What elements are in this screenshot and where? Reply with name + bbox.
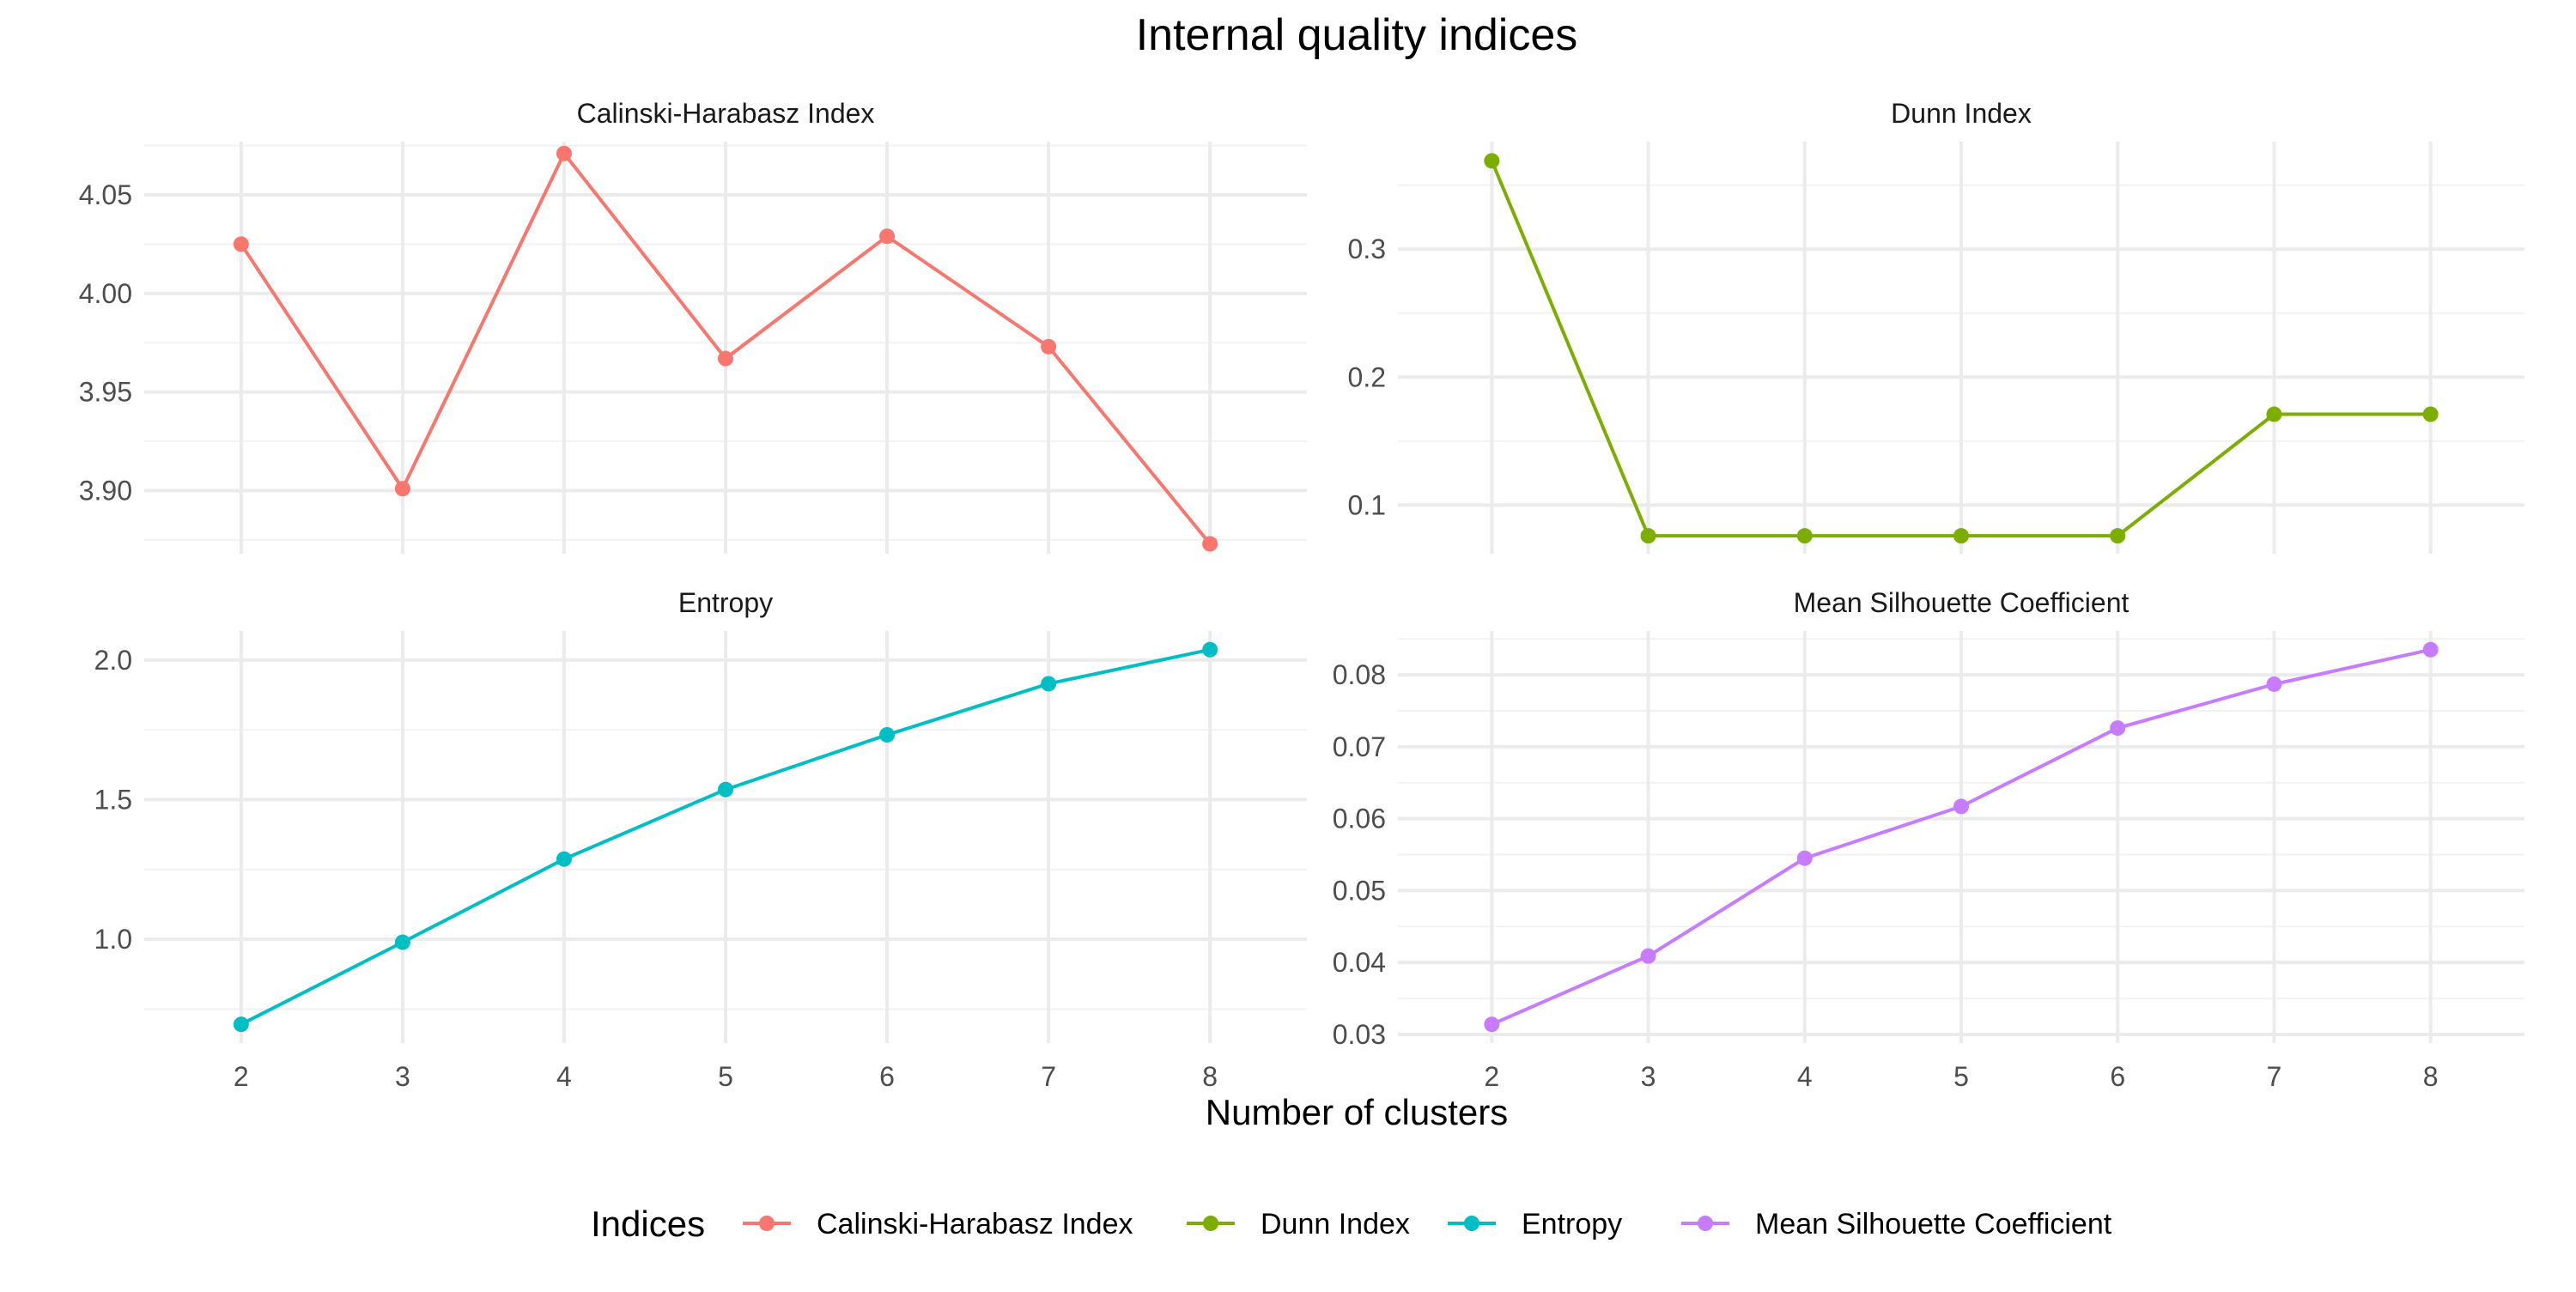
panel-title: Calinski-Harabasz Index <box>577 98 875 129</box>
data-point <box>2266 676 2282 692</box>
data-point <box>1484 153 1500 169</box>
legend-key-point <box>1698 1216 1713 1231</box>
data-point <box>2422 641 2439 658</box>
x-axis-label: Number of clusters <box>1206 1092 1508 1132</box>
data-point <box>394 481 410 497</box>
y-tick-label: 1.0 <box>94 924 132 955</box>
panel-4: Mean Silhouette Coefficient 0.03 0.04 0.05 0… <box>1333 587 2524 1092</box>
data-point <box>1796 528 1813 544</box>
x-tick-label: 7 <box>2267 1061 2282 1092</box>
y-tick-label: 0.03 <box>1333 1019 1386 1050</box>
legend-label: Calinski-Harabasz Index <box>817 1208 1133 1240</box>
legend-label: Entropy <box>1522 1208 1622 1240</box>
legend-item: Entropy <box>1448 1208 1622 1240</box>
legend-label: Mean Silhouette Coefficient <box>1755 1208 2112 1240</box>
x-tick-label: 3 <box>1641 1061 1656 1092</box>
data-point <box>1640 948 1656 964</box>
y-tick-label: 0.06 <box>1333 804 1386 834</box>
x-tick-label: 8 <box>1202 1061 1218 1092</box>
data-point <box>1202 641 1218 658</box>
data-point <box>556 851 572 867</box>
data-point <box>233 236 249 252</box>
y-tick-label: 3.95 <box>79 377 132 408</box>
data-point <box>1953 528 1969 544</box>
data-point <box>2266 406 2282 422</box>
y-tick-label: 4.05 <box>79 179 132 210</box>
y-tick-label: 0.04 <box>1333 947 1386 978</box>
chart-title: Internal quality indices <box>1136 10 1578 60</box>
x-tick-label: 8 <box>2423 1061 2439 1092</box>
x-tick-label: 3 <box>395 1061 410 1092</box>
data-point <box>1484 1016 1500 1033</box>
panel-title: Dunn Index <box>1891 98 2032 129</box>
legend-item: Mean Silhouette Coefficient <box>1681 1208 2112 1240</box>
legend-label: Dunn Index <box>1261 1208 1410 1240</box>
data-point <box>1041 338 1057 355</box>
x-tick-label: 6 <box>879 1061 895 1092</box>
panel-title: Entropy <box>678 587 773 618</box>
y-tick-label: 3.90 <box>79 476 132 506</box>
data-point <box>2110 720 2126 737</box>
legend-key-point <box>759 1216 775 1231</box>
legend-item: Dunn Index <box>1187 1208 1410 1240</box>
y-tick-label: 0.3 <box>1348 234 1386 264</box>
data-point <box>879 228 896 245</box>
x-tick-label: 7 <box>1041 1061 1056 1092</box>
x-tick-label: 4 <box>556 1061 572 1092</box>
data-point <box>2422 406 2439 422</box>
y-tick-label: 0.1 <box>1348 489 1386 520</box>
data-point <box>2110 528 2126 544</box>
legend-key-point <box>1464 1216 1479 1231</box>
data-point <box>1953 798 1969 815</box>
legend: Indices Calinski-Harabasz Index Dunn Inde… <box>591 1204 2112 1244</box>
legend-key-point <box>1203 1216 1218 1231</box>
x-tick-label: 5 <box>718 1061 733 1092</box>
legend-title: Indices <box>591 1204 705 1244</box>
y-tick-label: 0.07 <box>1333 731 1386 762</box>
y-tick-label: 0.2 <box>1348 361 1386 392</box>
data-point <box>233 1016 249 1033</box>
x-tick-label: 2 <box>1484 1061 1499 1092</box>
panel-title: Mean Silhouette Coefficient <box>1794 587 2129 618</box>
x-tick-label: 4 <box>1797 1061 1813 1092</box>
data-point <box>1796 850 1813 866</box>
legend-item: Calinski-Harabasz Index <box>743 1208 1133 1240</box>
data-point <box>556 145 572 161</box>
x-tick-label: 2 <box>234 1061 249 1092</box>
data-point <box>1041 676 1057 692</box>
y-tick-label: 0.08 <box>1333 659 1386 690</box>
data-point <box>718 350 733 367</box>
panel-3: Entropy 1.0 1.5 2.0 2 3 4 5 6 7 8 <box>94 587 1307 1092</box>
data-point <box>1640 528 1656 544</box>
x-tick-label: 6 <box>2110 1061 2125 1092</box>
data-point <box>718 781 733 798</box>
data-point <box>1202 536 1218 552</box>
y-tick-label: 4.00 <box>79 278 132 309</box>
y-tick-label: 2.0 <box>94 645 132 676</box>
y-tick-label: 0.05 <box>1333 875 1386 906</box>
y-tick-label: 1.5 <box>94 784 132 815</box>
data-point <box>879 726 896 743</box>
panel-2: Dunn Index 0.1 0.2 0.3 <box>1348 98 2524 554</box>
data-point <box>394 934 410 950</box>
x-tick-label: 5 <box>1953 1061 1969 1092</box>
panel-1: Calinski-Harabasz Index 3.90 3.95 4.00 4.05 <box>79 98 1307 554</box>
